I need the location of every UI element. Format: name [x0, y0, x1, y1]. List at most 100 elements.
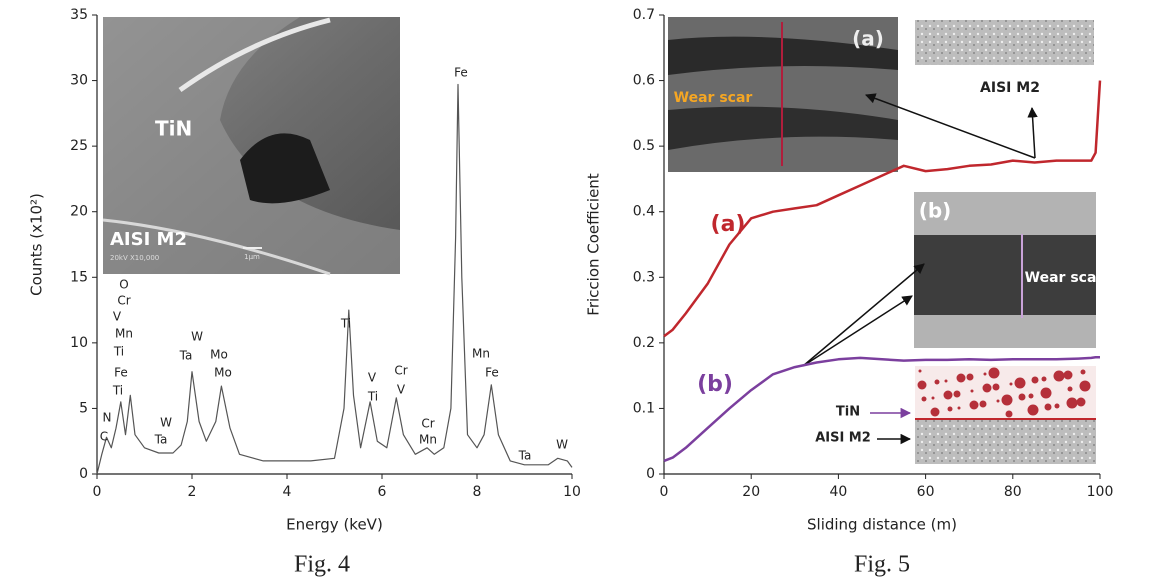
y-axis-label: Counts (x10²): [28, 193, 46, 296]
peak-label: Ti: [113, 345, 124, 359]
particle: [935, 380, 940, 385]
annotation: (b): [919, 199, 952, 223]
y-tick-label: 0.2: [633, 335, 655, 351]
particle: [1042, 377, 1047, 382]
peak-label: Mn: [472, 347, 490, 361]
x-tick-label: 20: [742, 484, 760, 500]
peak-label: V: [368, 371, 377, 385]
peak-label: W: [556, 438, 568, 452]
peak-label: Cr: [394, 364, 407, 378]
inset-label: 1μm: [244, 253, 260, 261]
particle: [948, 407, 953, 412]
peak-label: Cr: [117, 294, 130, 308]
y-axis-label: Friccion Coefficient: [585, 173, 603, 316]
particle: [983, 384, 992, 393]
y-tick-label: 35: [70, 7, 88, 23]
x-tick-label: 40: [829, 484, 847, 500]
peak-label: V: [113, 310, 122, 324]
particle: [919, 370, 922, 373]
annotation: AISI M2: [815, 431, 871, 446]
particle: [997, 400, 1000, 403]
particle: [1002, 395, 1013, 406]
particle: [984, 373, 987, 376]
particle: [958, 407, 961, 410]
y-tick-label: 0.4: [633, 204, 655, 220]
particle: [971, 390, 974, 393]
figure-caption: Fig. 4: [294, 552, 350, 578]
x-tick-label: 100: [1087, 484, 1114, 500]
peak-label: C: [100, 430, 108, 444]
y-tick-label: 15: [70, 269, 88, 285]
particle: [944, 391, 953, 400]
y-tick-label: 20: [70, 204, 88, 220]
particle: [1055, 404, 1060, 409]
y-tick-label: 5: [79, 400, 88, 416]
particle: [1015, 378, 1026, 389]
x-tick-label: 0: [660, 484, 669, 500]
peak-label: V: [397, 383, 406, 397]
x-tick-label: 0: [93, 484, 102, 500]
particle: [1081, 370, 1086, 375]
particle: [932, 397, 935, 400]
peak-label: Ta: [518, 449, 532, 463]
inset-label: TiN: [155, 117, 192, 141]
peak-label: Ti: [112, 384, 123, 398]
particle: [945, 380, 948, 383]
page: 051015202530350246810Energy (keV)Counts …: [0, 0, 1160, 586]
peak-label: W: [191, 330, 203, 344]
inset-label: 20kV X10,000: [110, 254, 159, 262]
particle: [1067, 398, 1078, 409]
particle: [922, 397, 927, 402]
particle: [993, 384, 1000, 391]
series-label: (b): [697, 372, 733, 397]
particle: [1010, 383, 1013, 386]
y-tick-label: 0.6: [633, 73, 655, 89]
peak-label: O: [119, 278, 128, 292]
inset-label: AISI M2: [110, 229, 187, 250]
particle: [1019, 394, 1026, 401]
x-tick-label: 4: [283, 484, 292, 500]
peak-label: Mo: [210, 348, 228, 362]
particle: [1041, 388, 1052, 399]
annotation: Wear scar: [1025, 270, 1104, 286]
annotation: (a): [852, 27, 884, 51]
particle: [931, 408, 940, 417]
x-tick-label: 8: [473, 484, 482, 500]
y-tick-label: 0.7: [633, 7, 655, 23]
particle: [980, 401, 987, 408]
particle: [1028, 405, 1039, 416]
particle: [1006, 411, 1013, 418]
particle: [1032, 377, 1039, 384]
particle: [1045, 404, 1052, 411]
annotation: AISI M2: [980, 80, 1040, 96]
particle: [1029, 394, 1034, 399]
y-tick-label: 25: [70, 138, 88, 154]
x-tick-label: 10: [563, 484, 581, 500]
annotation: TiN: [836, 405, 860, 420]
x-tick-label: 6: [378, 484, 387, 500]
figure-caption: Fig. 5: [854, 552, 910, 578]
particle: [970, 401, 979, 410]
particle: [989, 368, 1000, 379]
y-tick-label: 0: [646, 466, 655, 482]
peak-label: N: [103, 411, 112, 425]
peak-label: Fe: [485, 366, 499, 380]
particle: [1077, 398, 1086, 407]
particle: [1080, 381, 1091, 392]
peak-label: Mo: [214, 366, 232, 380]
peak-label: Mn: [115, 327, 133, 341]
x-tick-label: 80: [1004, 484, 1022, 500]
particle: [1054, 371, 1065, 382]
sem-inset-b: [914, 192, 1096, 464]
particle: [1068, 387, 1073, 392]
peak-label: Ti: [340, 317, 351, 331]
peak-label: W: [160, 416, 172, 430]
x-axis-label: Energy (keV): [286, 516, 383, 534]
y-tick-label: 0: [79, 466, 88, 482]
peak-label: Fe: [114, 366, 128, 380]
peak-label: Ti: [367, 390, 378, 404]
x-tick-label: 2: [188, 484, 197, 500]
series-label: (a): [711, 212, 746, 237]
annotation: Wear scar: [674, 90, 753, 106]
peak-label: Fe: [454, 66, 468, 80]
